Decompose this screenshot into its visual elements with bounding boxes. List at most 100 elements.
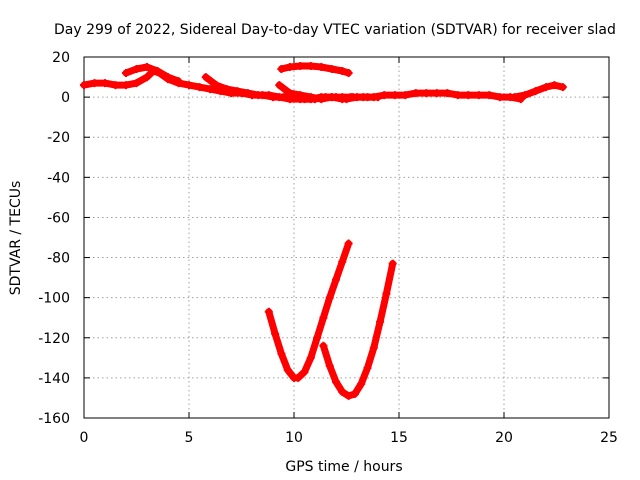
data-point — [90, 79, 99, 88]
data-point — [294, 373, 303, 382]
data-point — [285, 89, 294, 98]
data-point — [185, 81, 193, 90]
series-layer — [80, 62, 567, 400]
data-point — [380, 91, 389, 100]
data-point — [132, 65, 141, 73]
x-tick-label: 10 — [285, 430, 303, 446]
data-point — [153, 67, 162, 75]
data-point — [453, 91, 462, 100]
data-point — [80, 81, 88, 90]
data-point — [275, 81, 284, 90]
series-dip-2 — [319, 260, 397, 400]
x-tick-label: 25 — [600, 430, 618, 446]
data-point — [271, 329, 280, 338]
data-point — [376, 317, 385, 326]
data-point — [285, 63, 294, 71]
y-tick-label: -140 — [38, 371, 70, 387]
grid — [84, 57, 609, 418]
data-point — [332, 377, 340, 386]
data-point — [206, 85, 214, 94]
x-tick-label: 5 — [185, 430, 194, 446]
series-dip-1 — [265, 240, 353, 382]
data-point — [338, 95, 347, 104]
data-point — [346, 93, 355, 102]
data-point — [390, 91, 399, 100]
data-point — [300, 367, 309, 376]
data-point — [275, 93, 284, 102]
data-point — [319, 341, 328, 350]
y-tick-label: -20 — [47, 130, 70, 146]
data-point — [495, 93, 504, 102]
data-point — [443, 89, 452, 98]
data-point — [363, 363, 372, 372]
data-point — [174, 77, 183, 86]
data-point — [164, 73, 172, 82]
y-tick-label: -100 — [38, 291, 70, 307]
data-point — [264, 91, 273, 100]
data-point — [401, 91, 410, 100]
data-point — [195, 83, 204, 92]
y-tick-label: -80 — [47, 251, 70, 267]
data-point — [254, 91, 263, 100]
data-point — [143, 73, 151, 82]
data-point — [369, 93, 378, 102]
data-point — [132, 79, 141, 88]
data-point — [313, 333, 322, 342]
data-point — [233, 87, 242, 96]
data-point — [550, 81, 559, 90]
data-point — [357, 379, 366, 388]
data-point — [111, 81, 120, 90]
data-point — [306, 93, 315, 102]
data-point — [422, 89, 431, 98]
data-point — [319, 313, 328, 322]
data-point — [369, 343, 378, 352]
data-point — [432, 89, 441, 98]
chart-title: Day 299 of 2022, Sidereal Day-to-day VTE… — [54, 22, 616, 38]
data-point — [283, 365, 292, 374]
data-point — [464, 91, 473, 100]
data-point — [344, 69, 353, 77]
data-point — [201, 73, 210, 82]
data-point — [338, 67, 347, 75]
data-point — [344, 239, 353, 248]
data-point — [296, 91, 305, 100]
data-point — [212, 81, 221, 90]
data-point — [306, 353, 315, 362]
data-point — [485, 91, 494, 100]
data-point — [474, 91, 483, 100]
x-tick-label: 20 — [495, 430, 513, 446]
x-tick-label: 15 — [390, 430, 408, 446]
data-point — [510, 93, 519, 102]
y-tick-label: -40 — [47, 170, 70, 186]
data-point — [411, 89, 420, 98]
data-point — [332, 275, 340, 284]
data-point — [531, 87, 540, 96]
data-point — [542, 83, 550, 92]
data-point — [317, 63, 326, 71]
data-point — [277, 349, 286, 358]
data-point — [122, 69, 130, 77]
data-point — [338, 257, 347, 266]
data-point — [277, 65, 286, 73]
data-point — [325, 293, 334, 302]
data-point — [521, 91, 529, 100]
data-point — [327, 65, 336, 73]
y-tick-label: -120 — [38, 331, 70, 347]
x-tick-label: 0 — [80, 430, 89, 446]
data-point — [222, 85, 231, 94]
data-point — [325, 361, 334, 370]
data-point — [243, 89, 252, 98]
data-point — [296, 62, 305, 70]
plot-frame — [83, 56, 610, 419]
y-tick-label: 20 — [52, 50, 70, 66]
data-point — [338, 387, 347, 396]
data-point — [359, 93, 368, 102]
data-point — [344, 391, 353, 400]
y-axis-title: SDTVAR / TECUs — [8, 181, 24, 296]
data-point — [350, 389, 359, 398]
y-tick-label: -160 — [38, 411, 70, 427]
data-point — [306, 62, 315, 70]
y-tick-label: -60 — [47, 210, 70, 226]
x-axis-title: GPS time / hours — [285, 459, 402, 475]
